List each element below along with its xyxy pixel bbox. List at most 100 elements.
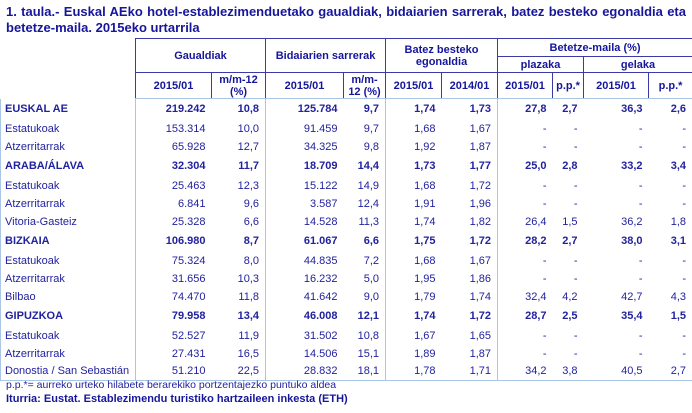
row-label: Bilbao [0,287,136,306]
row-label: Atzerritarrak [0,269,136,288]
column-header-gaualdiak-2015: 2015/01 [135,72,212,99]
value-cell: - [542,197,547,210]
value-cell: 1,67 [441,119,499,138]
value-cell: 1,68 [414,254,436,267]
value-cell: 4,3 [648,287,692,306]
value-cell: - [573,197,578,210]
value-cell: 1,74 [414,215,436,228]
value-cell: - [648,119,692,138]
value-cell: 36,2 [621,215,643,228]
value-cell: - [542,179,547,192]
value-cell: - [638,140,643,153]
corner-cell [0,38,136,99]
column-header-gelaka-pp: p.p.* [648,72,692,99]
value-cell: 10,8 [211,98,267,120]
value-cell: 9,7 [343,98,387,120]
value-cell: - [638,254,643,267]
table-row: GIPUZKOA 79.958 13,4 46.008 12,1 1,74 1,72 28,7… [0,305,692,327]
value-cell: 15,1 [343,344,387,363]
value-cell: 14,9 [343,176,387,195]
value-cell: 8,7 [211,230,267,252]
value-cell: 91.459 [303,122,338,135]
value-cell: 1,89 [414,347,436,360]
value-cell: 27.431 [171,347,206,360]
column-header-egonaldia-2015: 2015/01 [385,72,443,99]
value-cell: 1,68 [414,122,436,135]
value-cell: 3,1 [648,230,692,252]
value-cell: - [573,140,578,153]
row-label: Atzerritarrak [0,194,136,213]
value-cell: 14.506 [303,347,338,360]
column-header-sarrerak-2015: 2015/01 [265,72,345,99]
value-cell: 219.242 [165,103,206,116]
value-cell: 1,65 [441,326,499,345]
value-cell: - [573,179,578,192]
value-cell: 42,7 [621,290,643,303]
value-cell: 12,4 [343,194,387,213]
value-cell: 34.325 [303,140,338,153]
value-cell: - [648,137,692,156]
row-label: Vitoria-Gasteiz [0,212,136,231]
value-cell: 10,0 [211,119,267,138]
value-cell: - [648,251,692,270]
value-cell: 1,75 [414,235,436,247]
value-cell: 65.928 [171,140,206,153]
value-cell: 11,3 [343,212,387,231]
value-cell: 15.122 [303,179,338,192]
value-cell: 46.008 [303,310,338,322]
value-cell: 38,0 [621,235,643,247]
value-cell: 25,0 [525,160,547,172]
table-row: ARABA/ÁLAVA 32.304 11,7 18.709 14,4 1,73 1,77 2… [0,155,692,177]
value-cell: - [573,347,578,360]
value-cell: 3,8 [552,362,584,381]
table-row: Estatukoak 52.527 11,9 31.502 10,8 1,67 1,65- -… [0,326,692,345]
column-group-betetze-maila: Betetze-maila (%) [497,38,692,57]
column-group-batez-besteko-egonaldia: Batez besteko egonaldia [385,38,499,73]
subgroup-gelaka: gelaka [583,56,692,73]
value-cell: 40,5 [583,362,649,381]
value-cell: - [648,269,692,288]
value-cell: 32,4 [525,290,547,303]
table-body: EUSKAL AE 219.242 10,8 125.784 9,7 1,74 1,73 27… [0,98,692,381]
table-title: 1. taula.- Euskal AEko hotel-establezime… [6,4,686,35]
value-cell: 11,9 [211,326,267,345]
value-cell: 1,74 [414,310,436,322]
value-cell: 10,3 [211,269,267,288]
value-cell: 18.709 [303,160,338,172]
value-cell: - [573,254,578,267]
value-cell: 18,1 [343,362,387,381]
value-cell: 74.470 [171,290,206,303]
value-cell: 25.463 [171,179,206,192]
value-cell: 2,5 [562,310,578,322]
value-cell: 1,67 [414,329,436,342]
value-cell: 1,67 [441,251,499,270]
value-cell: 4,2 [562,290,578,303]
value-cell: 6,6 [343,230,387,252]
table-row: BIZKAIA 106.980 8,7 61.067 6,6 1,75 1,72 28,2 2,… [0,230,692,252]
value-cell: - [542,122,547,135]
value-cell: 7,2 [343,251,387,270]
value-cell: 9,0 [343,287,387,306]
value-cell: 1,92 [414,140,436,153]
column-header-gaualdiak-mm12: m/m-12 (%) [210,72,267,99]
table-header: Gaualdiak Bidaiarien sarrerak Batez best… [0,38,692,99]
row-label: Estatukoak [0,251,136,270]
value-cell: 1,72 [441,305,499,327]
value-cell: - [573,122,578,135]
value-cell: 12,3 [211,176,267,195]
value-cell: 8,0 [211,251,267,270]
value-cell: 1,96 [441,194,499,213]
value-cell: 16.232 [303,272,338,285]
value-cell: 35,4 [621,310,643,322]
value-cell: - [542,347,547,360]
statistics-table: Gaualdiak Bidaiarien sarrerak Batez best… [0,38,692,381]
value-cell: 11,7 [211,155,267,177]
subgroup-plazaka: plazaka [497,56,585,73]
value-cell: 1,77 [441,155,499,177]
value-cell: 9,8 [343,137,387,156]
value-cell: 125.784 [297,103,338,116]
value-cell: 31.502 [303,329,338,342]
value-cell: 12,1 [343,305,387,327]
value-cell: - [542,329,547,342]
value-cell: 26,4 [525,215,547,228]
